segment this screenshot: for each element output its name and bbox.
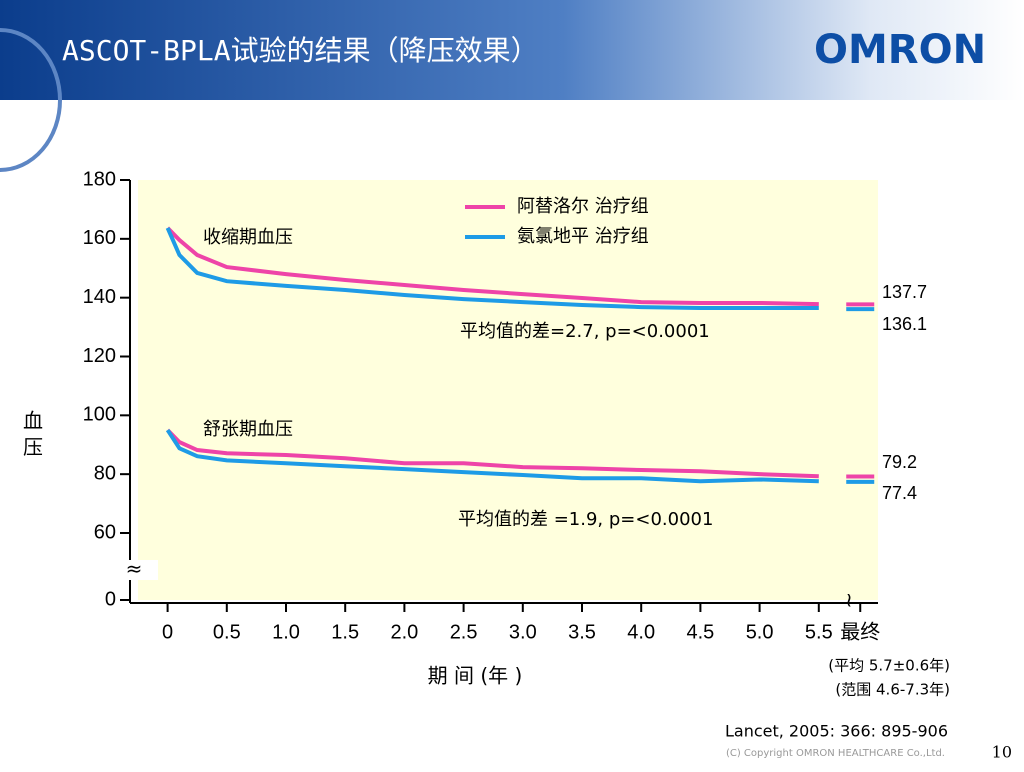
y-tick-label: 0 [105,588,116,610]
line [166,428,819,479]
y-tick-label: 160 [83,227,116,249]
slide-title: ASCOT-BPLA试验的结果（降压效果） [62,34,539,67]
x-tick-label: 3.5 [568,621,596,643]
axis-break [118,560,158,580]
axis-break-symbol: ≈ [126,557,143,581]
y-axis-label: 血 压 [20,410,44,457]
final-label: 79.2 [882,452,917,472]
x-tick-label: 5.5 [805,621,833,643]
x-tick-label: 4.0 [627,621,655,643]
line [165,428,819,484]
final-label: 136.1 [882,314,927,334]
logo: OMRON [814,27,986,73]
y-tick-label: 80 [94,462,116,484]
y-tick-label: 100 [83,404,116,426]
legend-label: 氨氯地平 治疗组 [517,226,649,247]
page-number: 10 [992,743,1012,762]
x-tick-label: 2.0 [390,621,418,643]
annotation: 平均值的差=2.7, p=<0.0001 [460,321,710,342]
header-bar [0,0,1024,100]
annotation: 收缩期血压 [203,227,293,248]
y-tick-label: 140 [83,286,116,308]
y-tick-label: 180 [83,168,116,190]
legend-label: 阿替洛尔 治疗组 [517,196,649,217]
x-tick-label: 1.5 [331,621,359,643]
x-tick-label: 最终 [840,620,880,643]
note: (范围 4.6-7.3年) [835,681,950,699]
x-tick-label: 4.5 [686,621,714,643]
final-label: 137.7 [882,282,927,302]
note: (平均 5.7±0.6年) [828,657,950,675]
y-tick-label: 120 [83,345,116,367]
x-tick-label: 1.0 [272,621,300,643]
x-tick-label: 2.5 [450,621,478,643]
line [166,226,819,307]
y-tick-label: 60 [94,521,116,543]
annotation: 舒张期血压 [203,419,293,440]
plot-area [138,180,878,600]
line [165,227,819,310]
x-axis-label: 期 间 (年 ) [428,664,523,688]
x-tick-label: 0.5 [213,621,241,643]
copyright: (C) Copyright OMRON HEALTHCARE Co.,Ltd. [726,748,945,759]
x-tick-label: 0 [162,621,173,643]
final-label: 77.4 [882,483,917,503]
x-tick-label: 3.0 [509,621,537,643]
decor-arc [0,28,62,172]
x-tick-label: 5.0 [746,621,774,643]
annotation: 平均值的差 =1.9, p=<0.0001 [458,509,713,530]
x-break-symbol: ≀ [845,588,853,612]
source: Lancet, 2005: 366: 895-906 [725,722,948,741]
